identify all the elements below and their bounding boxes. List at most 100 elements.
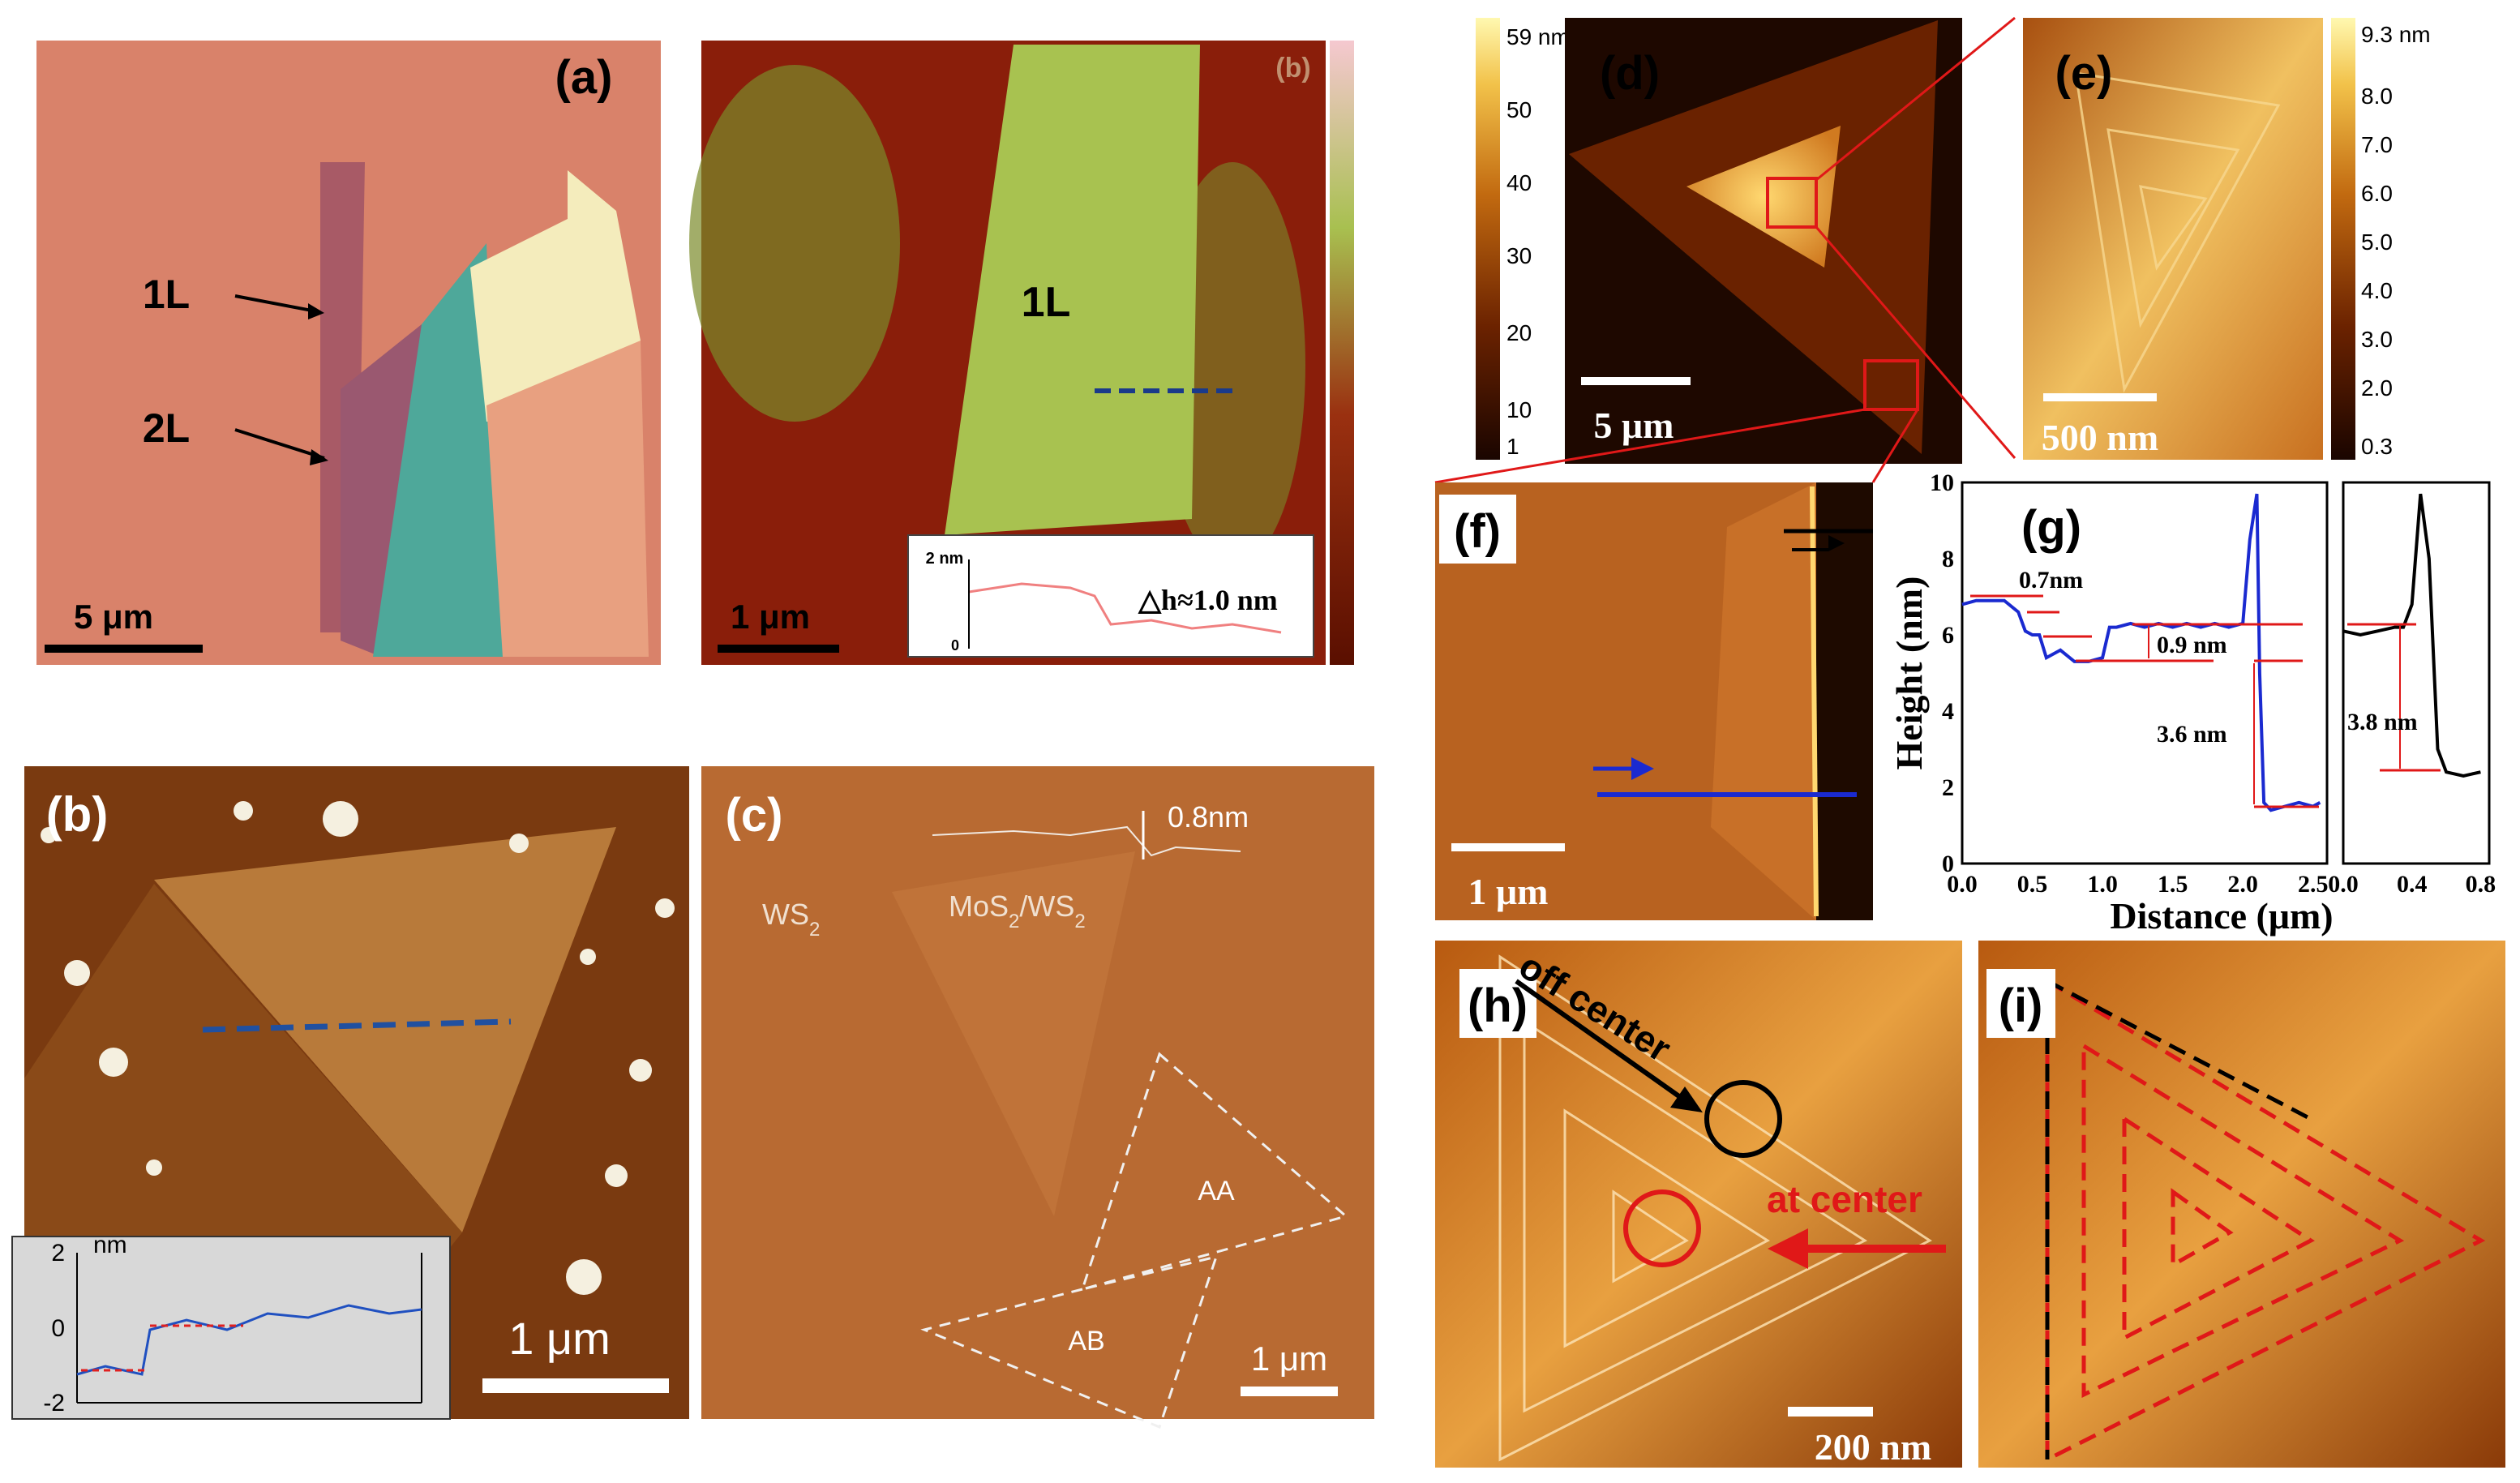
panel-h-tag: (h) [1468,979,1528,1032]
arrow-off-center-line [1515,979,1684,1101]
label-aa: AA [1198,1176,1235,1207]
scale-label-b: 1 μm [508,1313,611,1364]
inset-unit-b-top: 2 nm [926,550,964,568]
aa-triangle [1080,1052,1349,1292]
scale-label-b-top: 1 μm [731,598,810,636]
ann-3.8nm: 3.8 nm [2347,709,2418,735]
label-ws2: WS2 [762,898,820,941]
scale-label-a: 5 μm [74,598,153,636]
arrow-f-black [1828,535,1845,551]
xtick-main: 1.0 [2087,871,2118,898]
inset-b-tick-neg2: -2 [43,1390,65,1417]
label-1l: 1L [143,272,190,317]
inset-b-tick-2: 2 [51,1240,65,1267]
arrow-f-blue [1631,757,1654,780]
svg-text:59 nm: 59 nm [1506,24,1570,49]
scale-bar-a [45,645,203,653]
flake-1l [945,45,1200,535]
scale-bar-d [1581,377,1691,385]
xtick-side: 0.8 [2466,871,2496,898]
yticks: 10 8 6 4 2 0 [1930,469,1954,877]
triangle-flake-b [154,827,616,1232]
colorbar-b-top [1330,41,1354,665]
zoom-box-f [1863,359,1919,411]
panel-e-background [2023,18,2323,460]
plot-g-main-frame [1961,481,2329,865]
panel-e: (e) 500 nm 9.3 nm 8.0 7.0 6.0 5.0 4.0 3.… [2023,18,2431,460]
label-ab: AB [1068,1326,1104,1357]
zoom-line-f-left [1434,408,1866,484]
svg-text:2.0: 2.0 [2361,375,2393,401]
panel-b-top: 1L (b) 1 μm 2 nm 0 △h≈1.0 nm [689,41,1354,665]
dh-label: △h≈1.0 nm [1138,584,1277,616]
xlabel-g: Distance (μm) [2110,895,2333,937]
panel-c: (c) WS2 MoS2/WS2 0.8nm AA AB 1 μm [701,766,1374,1429]
xticks-side: 0.0 0.4 0.8 [2328,871,2496,898]
panel-i-tag: (i) [1999,979,2043,1032]
inset-b-tick-0: 0 [51,1315,65,1342]
circle-at-center [1623,1189,1701,1267]
scale-bar-f [1451,843,1565,851]
svg-text:9.3 nm: 9.3 nm [2361,22,2431,47]
ytick: 2 [1942,774,1954,801]
black-dashed-line [2046,979,2312,1121]
svg-text:6.0: 6.0 [2361,181,2393,206]
arrowhead-2l [310,449,328,465]
svg-text:4.0: 4.0 [2361,278,2393,303]
xtick-main: 0.0 [1947,871,1978,898]
svg-text:0.3: 0.3 [2361,434,2393,459]
ann-0.9nm: 0.9 nm [2157,632,2227,658]
xtick-main: 1.5 [2158,871,2188,898]
svg-text:40: 40 [1506,170,1532,195]
scale-label-h: 200 nm [1815,1426,1931,1468]
scale-bar-e [2043,393,2157,401]
panel-g: (g) 0.7nm 0.9 nm 3.6 nm 3.8 nm 0.0 0.5 1.0… [1888,469,2496,937]
series-line-side [2342,493,2481,778]
panel-c-tag: (c) [726,789,783,842]
svg-text:20: 20 [1506,320,1532,345]
arrow-at-center-head [1768,1228,1808,1269]
inset-profile-b-top [968,582,1282,634]
xtick-main: 2.0 [2227,871,2258,898]
colorbar-e-ticks: 9.3 nm 8.0 7.0 6.0 5.0 4.0 3.0 2.0 0.3 [2361,22,2431,459]
profile-c [932,825,1241,857]
ab-triangle [920,1254,1219,1429]
arrowhead-1l [308,303,324,319]
scale-bar-c [1241,1387,1338,1396]
inset-zero-b-top: 0 [951,637,959,654]
arrow-off-center-head [1670,1087,1703,1112]
thick-flake-teal [373,243,503,657]
label-mos2-ws2: MoS2/WS2 [949,889,1086,932]
panel-h: (h) off center at center 200 nm [1435,941,1962,1468]
panel-g-tag: (g) [2021,501,2081,554]
svg-text:1: 1 [1506,434,1519,459]
svg-text:5.0: 5.0 [2361,229,2393,255]
zoom-box-e [1766,177,1818,229]
label-1l-b: 1L [1022,279,1071,326]
svg-text:3.0: 3.0 [2361,327,2393,352]
scale-label-d: 5 μm [1594,405,1674,446]
panel-f-tag: (f) [1454,505,1501,558]
scale-label-c: 1 μm [1251,1339,1327,1378]
triangle-region-c [892,851,1135,1216]
panel-b-tag: (b) [46,787,109,842]
svg-text:30: 30 [1506,243,1532,268]
colorbar-e [2331,18,2355,460]
scale-bar-b [482,1378,669,1393]
panel-a-tag: (a) [555,51,613,104]
ylabel-g: Height (nm) [1888,576,1930,770]
large-triangle-d [1569,20,1938,454]
xticks-main: 0.0 0.5 1.0 1.5 2.0 2.5 [1947,871,2328,898]
zoom-line-f-right [1871,409,1919,483]
circle-off-center [1704,1080,1782,1158]
inset-b-profile [76,1304,422,1376]
ann-3.6nm: 3.6 nm [2157,721,2227,748]
bright-edge-f [1810,486,1819,917]
red-dashed-triangles [2045,977,2486,1464]
ytick: 0 [1942,851,1954,877]
particles-b [41,801,675,1295]
step-label-c: 0.8nm [1168,800,1249,834]
inset-b-unit: nm [93,1232,127,1258]
colorbar-d [1476,18,1500,460]
scale-bar-h [1788,1407,1873,1417]
